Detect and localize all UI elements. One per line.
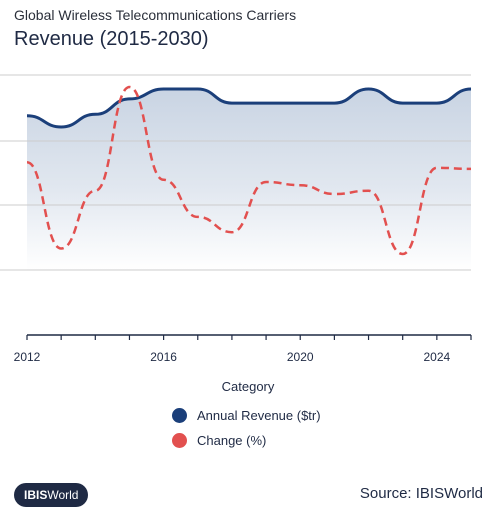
legend-marker-icon xyxy=(172,433,187,448)
logo-text-bold: IBIS xyxy=(24,488,48,502)
series-line-annual-revenue xyxy=(26,87,472,129)
x-tick-label: 2020 xyxy=(287,350,314,364)
x-tick-label: 2012 xyxy=(14,350,41,364)
x-tick-label: 2016 xyxy=(150,350,177,364)
x-axis-title: Category xyxy=(222,379,275,394)
line-chart: 2012 2016 2020 2024 Category xyxy=(0,74,472,394)
source-note: Source: IBISWorld xyxy=(359,485,483,502)
chart-subtitle: Global Wireless Telecommunications Carri… xyxy=(14,7,297,23)
ibisworld-logo: IBIS World xyxy=(14,483,89,507)
revenue-area-fill xyxy=(27,89,471,270)
legend-marker-icon xyxy=(172,408,187,423)
logo-text: World xyxy=(47,488,79,502)
legend-item-annual-revenue: Annual Revenue ($tr) xyxy=(172,408,321,423)
chart-title: Revenue (2015-2030) xyxy=(14,28,209,50)
legend-label: Annual Revenue ($tr) xyxy=(197,408,321,423)
x-tick-label: 2024 xyxy=(423,350,450,364)
legend-item-change: Change (%) xyxy=(172,433,266,448)
legend-label: Change (%) xyxy=(197,433,267,448)
